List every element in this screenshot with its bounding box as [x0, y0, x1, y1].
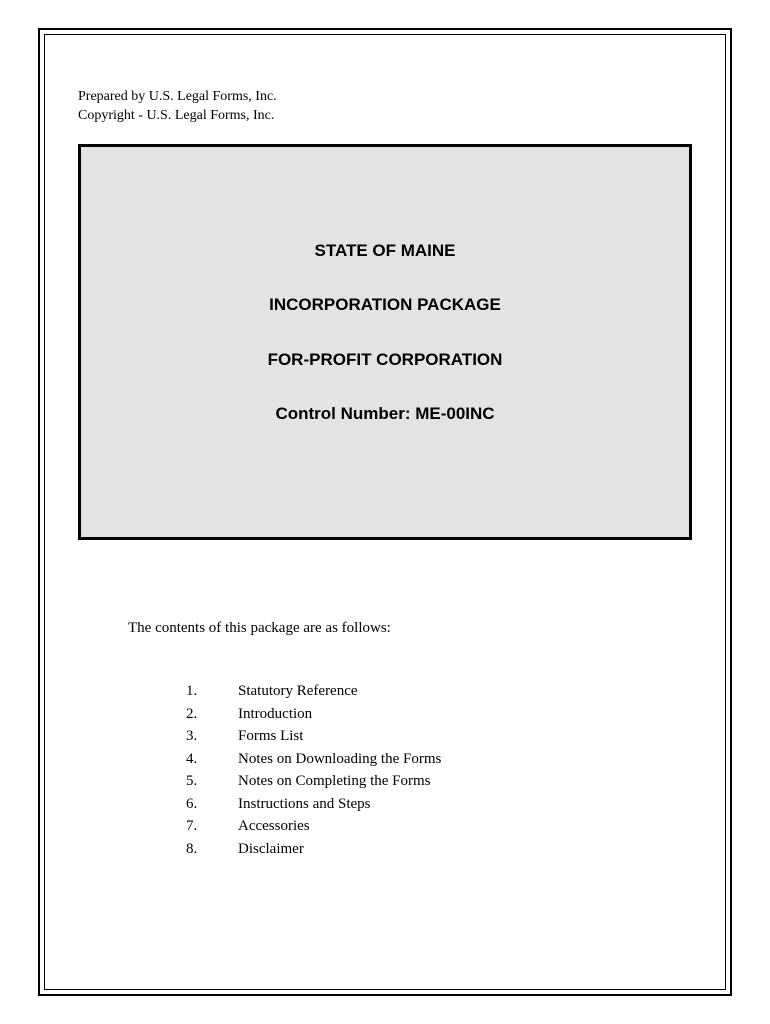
list-item: 7. Accessories [186, 815, 441, 838]
contents-intro: The contents of this package are as foll… [128, 620, 391, 637]
title-box: STATE OF MAINE INCORPORATION PACKAGE FOR… [78, 144, 692, 540]
title-content: STATE OF MAINE INCORPORATION PACKAGE FOR… [81, 147, 689, 425]
list-label: Statutory Reference [238, 680, 358, 703]
list-item: 1. Statutory Reference [186, 680, 441, 703]
list-label: Introduction [238, 703, 312, 726]
title-control-number: Control Number: ME-00INC [81, 404, 689, 424]
title-state: STATE OF MAINE [81, 241, 689, 261]
list-label: Forms List [238, 725, 303, 748]
list-num: 6. [186, 793, 238, 816]
list-item: 3. Forms List [186, 725, 441, 748]
title-package: INCORPORATION PACKAGE [81, 295, 689, 315]
list-num: 1. [186, 680, 238, 703]
list-item: 2. Introduction [186, 703, 441, 726]
list-num: 5. [186, 770, 238, 793]
list-num: 7. [186, 815, 238, 838]
list-num: 4. [186, 748, 238, 771]
list-item: 5. Notes on Completing the Forms [186, 770, 441, 793]
list-num: 8. [186, 838, 238, 861]
list-item: 8. Disclaimer [186, 838, 441, 861]
list-num: 2. [186, 703, 238, 726]
contents-list: 1. Statutory Reference 2. Introduction 3… [186, 680, 441, 860]
prepared-by-line: Prepared by U.S. Legal Forms, Inc. [78, 88, 277, 107]
copyright-line: Copyright - U.S. Legal Forms, Inc. [78, 107, 277, 126]
list-label: Disclaimer [238, 838, 304, 861]
list-item: 6. Instructions and Steps [186, 793, 441, 816]
list-item: 4. Notes on Downloading the Forms [186, 748, 441, 771]
list-label: Accessories [238, 815, 310, 838]
header-block: Prepared by U.S. Legal Forms, Inc. Copyr… [78, 88, 277, 126]
list-label: Notes on Completing the Forms [238, 770, 431, 793]
list-label: Notes on Downloading the Forms [238, 748, 441, 771]
title-corp-type: FOR-PROFIT CORPORATION [81, 350, 689, 370]
list-label: Instructions and Steps [238, 793, 371, 816]
list-num: 3. [186, 725, 238, 748]
